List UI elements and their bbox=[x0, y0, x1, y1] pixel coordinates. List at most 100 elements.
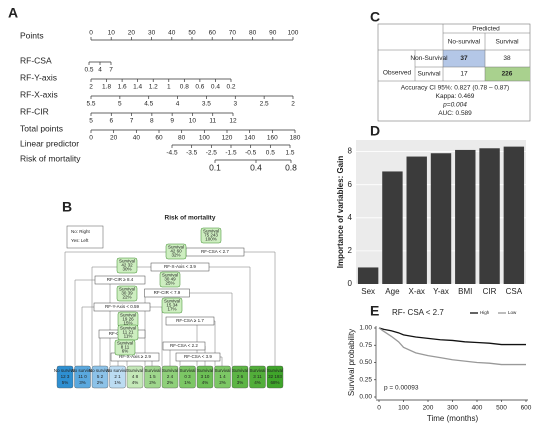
tree-split: RF-CIR < 7.9 bbox=[154, 290, 181, 295]
table-note: p=0.004 bbox=[442, 102, 467, 109]
tree-node bbox=[161, 297, 183, 314]
tree-node bbox=[200, 227, 222, 244]
x-axis-label: Time (months) bbox=[427, 414, 479, 423]
nomogram-tick-label: 11 bbox=[209, 118, 216, 125]
tree-leaf-text: 5% bbox=[62, 380, 69, 385]
tree-leaf-text: Survival bbox=[179, 368, 195, 373]
tree-node-text: 11 21 bbox=[123, 330, 134, 335]
bar bbox=[479, 148, 500, 284]
tree-leaf-text: 1% bbox=[114, 380, 121, 385]
y-axis-label: Survival probability bbox=[347, 329, 356, 396]
tree-leaf-text: 5 2 bbox=[97, 374, 104, 379]
nomogram-tick-label: 3 bbox=[233, 101, 237, 108]
bar bbox=[406, 156, 427, 284]
x-tick-label: BMI bbox=[458, 287, 472, 296]
tree-node-text: Survival bbox=[120, 313, 136, 318]
tree-node-text: Survival bbox=[120, 326, 136, 331]
nomogram-tick-label: 100 bbox=[199, 135, 210, 142]
y-tick-label: 2 bbox=[348, 246, 353, 255]
y-axis-label: Importance of variables: Gain bbox=[336, 156, 345, 269]
nomogram-label: RF-Y-axis bbox=[20, 72, 57, 82]
nomogram-tick-label: 5.5 bbox=[86, 101, 95, 108]
tree-leaf-text: 4% bbox=[132, 380, 139, 385]
tree-node-text: Survival bbox=[168, 245, 184, 250]
tree-leaf-text: 2% bbox=[219, 380, 226, 385]
nomogram-tick-label: -3.5 bbox=[186, 150, 198, 157]
tree-split-box bbox=[165, 316, 215, 326]
legend-label: Low bbox=[508, 310, 517, 315]
table-value: 37 bbox=[460, 55, 468, 62]
tree-split-box bbox=[94, 275, 146, 285]
survival-curve bbox=[378, 327, 526, 346]
tree-leaf-text: 4% bbox=[254, 380, 261, 385]
table-row-label: Non-Survival bbox=[410, 55, 448, 62]
nomogram-label: Points bbox=[20, 30, 44, 40]
table-header: Predicted bbox=[472, 26, 500, 33]
nomogram-tick-label: 0 bbox=[89, 135, 93, 142]
nomogram-tick-label: 9 bbox=[170, 118, 174, 125]
y-tick-label: 0 bbox=[348, 279, 353, 288]
tree-node bbox=[165, 243, 187, 260]
x-tick-label: 200 bbox=[423, 405, 434, 412]
table-column: No-survival bbox=[448, 39, 481, 46]
survival-curve bbox=[378, 327, 526, 366]
tree-leaf-text: 4% bbox=[202, 380, 209, 385]
nomogram-tick-label: 0.2 bbox=[226, 84, 235, 91]
nomogram-tick-label: 1.2 bbox=[149, 84, 158, 91]
tree-leaf-text: 3 11 bbox=[253, 374, 262, 379]
tree-leaf-text: 2 6 bbox=[237, 374, 244, 379]
tree-legend: No: Right bbox=[71, 229, 91, 234]
nomogram-tick-label: 1.5 bbox=[285, 150, 294, 157]
tree-node-text: Survival bbox=[119, 259, 135, 264]
tree-leaf-text: 2 1 bbox=[114, 374, 121, 379]
x-tick-label: Age bbox=[385, 287, 400, 296]
bar bbox=[430, 153, 452, 284]
tree-leaf-text: No survival bbox=[54, 368, 76, 373]
bar bbox=[357, 267, 379, 284]
tree-leaf-text: 2% bbox=[167, 380, 174, 385]
tree-node-text: 30 39 bbox=[121, 291, 133, 296]
tree-leaf bbox=[249, 365, 266, 389]
tree-leaf bbox=[231, 365, 249, 389]
tree-title: Risk of mortality bbox=[165, 215, 216, 222]
bar bbox=[503, 146, 525, 284]
nomogram-tick-label: 1.6 bbox=[118, 84, 127, 91]
nomogram-tick-label: 30 bbox=[148, 30, 156, 37]
tree-node-text: 30% bbox=[122, 267, 131, 272]
nomogram-tick-label: -2.5 bbox=[206, 150, 218, 157]
tree-legend-box bbox=[66, 225, 104, 249]
tree-leaf-text: Survival bbox=[232, 368, 248, 373]
x-tick-label: X-ax bbox=[408, 287, 424, 296]
tree-leaf-text: 4 8 bbox=[132, 374, 139, 379]
tree-node-text: 17% bbox=[167, 307, 176, 312]
tree-node bbox=[114, 339, 136, 356]
nomogram-tick-label: 10 bbox=[108, 30, 116, 37]
nomogram-tick-label: 20 bbox=[128, 30, 136, 37]
nomogram-tick-label: 60 bbox=[209, 30, 217, 37]
tree-leaf-text: No survival bbox=[89, 368, 111, 373]
tree-node-text: 22% bbox=[122, 295, 131, 300]
x-tick-label: Y-ax bbox=[433, 287, 449, 296]
tree-leaf-text: 0 3 bbox=[184, 374, 191, 379]
tree-node-text: 75 243 bbox=[204, 233, 218, 238]
tree-leaf bbox=[196, 365, 214, 389]
nomogram-label: Risk of mortality bbox=[20, 153, 81, 163]
tree-legend: Yes: Left bbox=[71, 238, 89, 243]
nomogram-tick-label: 0.8 bbox=[180, 84, 189, 91]
nomogram-tick-label: -4.5 bbox=[166, 150, 178, 157]
nomogram-tick-label: 100 bbox=[288, 30, 299, 37]
tree-leaf-text: 32 193 bbox=[268, 374, 282, 379]
tree-node-text: 6% bbox=[122, 349, 129, 354]
tree-node-text: 32% bbox=[171, 253, 180, 258]
tree-leaf bbox=[56, 365, 74, 389]
nomogram-tick-label: 0.6 bbox=[195, 84, 204, 91]
tree-split: RF-Y-Axis < 0.59 bbox=[105, 304, 139, 309]
tree-node-text: Survival bbox=[119, 287, 135, 292]
tree-leaf-text: Survival bbox=[267, 368, 283, 373]
nomogram-label: RF-CIR bbox=[20, 106, 49, 116]
tree-split: RF-X-Axis < 3.9 bbox=[164, 264, 196, 269]
tree-leaf-text: 1 5 bbox=[149, 374, 156, 379]
nomogram-tick-label: 0.4 bbox=[250, 162, 262, 172]
table-note: AUC: 0.589 bbox=[438, 110, 472, 117]
